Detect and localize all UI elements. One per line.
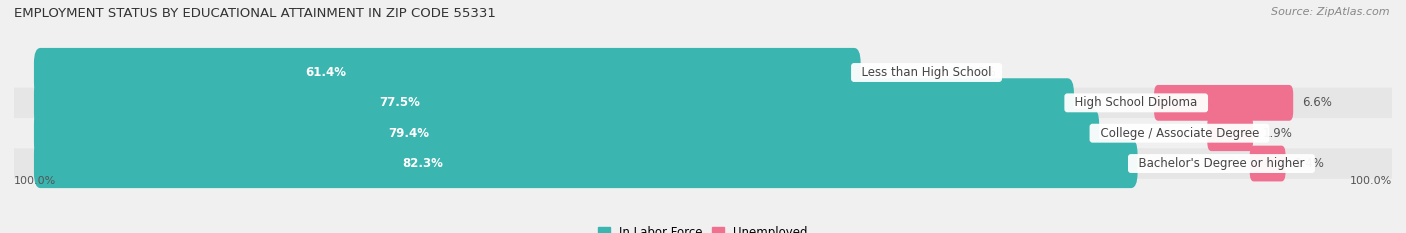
Text: Bachelor's Degree or higher: Bachelor's Degree or higher (1130, 157, 1312, 170)
FancyBboxPatch shape (1208, 115, 1253, 151)
Text: 77.5%: 77.5% (380, 96, 420, 109)
Text: 79.4%: 79.4% (388, 127, 429, 140)
Text: 61.4%: 61.4% (305, 66, 346, 79)
Text: 0.0%: 0.0% (966, 66, 995, 79)
FancyBboxPatch shape (1154, 85, 1294, 121)
Legend: In Labor Force, Unemployed: In Labor Force, Unemployed (593, 221, 813, 233)
FancyBboxPatch shape (34, 109, 1099, 158)
Text: High School Diploma: High School Diploma (1067, 96, 1205, 109)
Text: 82.3%: 82.3% (402, 157, 443, 170)
Text: EMPLOYMENT STATUS BY EDUCATIONAL ATTAINMENT IN ZIP CODE 55331: EMPLOYMENT STATUS BY EDUCATIONAL ATTAINM… (14, 7, 496, 20)
FancyBboxPatch shape (14, 88, 1392, 118)
Text: 1.4%: 1.4% (1295, 157, 1324, 170)
Text: Less than High School: Less than High School (853, 66, 1000, 79)
Text: College / Associate Degree: College / Associate Degree (1092, 127, 1267, 140)
Text: 6.6%: 6.6% (1302, 96, 1333, 109)
Text: 100.0%: 100.0% (14, 176, 56, 186)
Text: 1.9%: 1.9% (1263, 127, 1292, 140)
FancyBboxPatch shape (14, 118, 1392, 148)
FancyBboxPatch shape (34, 48, 860, 97)
Text: Source: ZipAtlas.com: Source: ZipAtlas.com (1271, 7, 1389, 17)
FancyBboxPatch shape (14, 57, 1392, 88)
FancyBboxPatch shape (1250, 146, 1285, 182)
FancyBboxPatch shape (34, 78, 1074, 127)
FancyBboxPatch shape (14, 148, 1392, 179)
FancyBboxPatch shape (34, 139, 1137, 188)
Text: 100.0%: 100.0% (1350, 176, 1392, 186)
